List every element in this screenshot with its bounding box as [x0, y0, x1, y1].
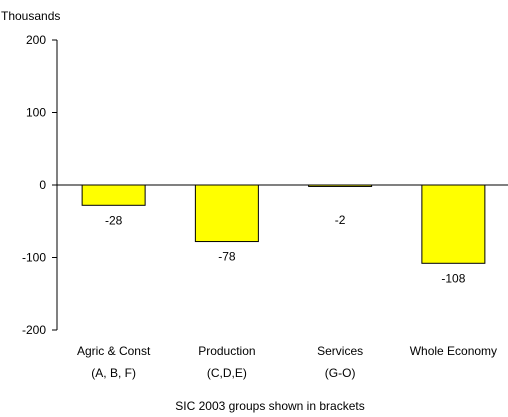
category-code-label: (G-O) — [325, 366, 356, 380]
category-code-label: (A, B, F) — [91, 366, 136, 380]
category-label: Production — [198, 344, 255, 358]
labels: -28 Agric & Const (A, B, F) -78 Production (C… — [77, 213, 497, 380]
category-label: Services — [317, 344, 363, 358]
data-label: -108 — [441, 271, 465, 285]
category-label: Agric & Const — [77, 344, 151, 358]
y-tick-label: 200 — [26, 33, 46, 47]
category-label: Whole Economy — [410, 344, 497, 358]
category-code-label: (C,D,E) — [207, 366, 247, 380]
data-label: -28 — [105, 213, 123, 227]
y-tick-label: -200 — [22, 323, 46, 337]
data-label: -78 — [218, 250, 236, 264]
y-tick-label: 100 — [26, 106, 46, 120]
bars — [81, 184, 486, 264]
bar — [81, 184, 146, 206]
x-axis-note: SIC 2003 groups shown in brackets — [175, 399, 364, 413]
data-label: -2 — [335, 213, 346, 227]
y-tick-label: -100 — [22, 251, 46, 265]
bar — [308, 184, 373, 187]
y-axis-title: Thousands — [1, 9, 60, 23]
bar — [421, 184, 486, 264]
y-tick-label: 0 — [39, 178, 46, 192]
bar — [194, 184, 259, 243]
